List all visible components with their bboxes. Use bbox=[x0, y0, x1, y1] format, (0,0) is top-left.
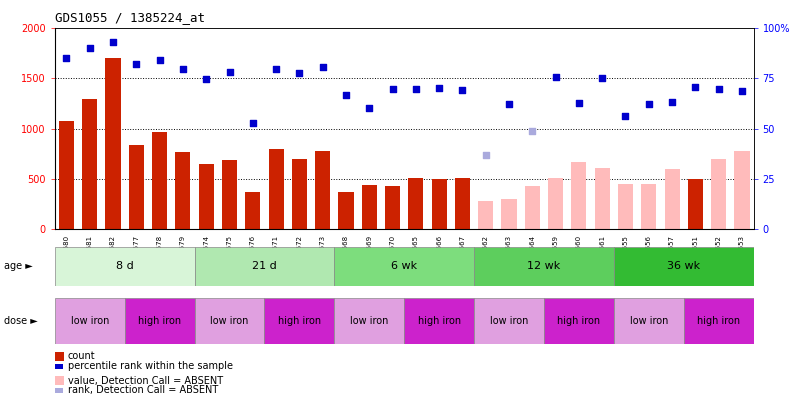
Bar bbox=[595, 168, 610, 229]
Point bbox=[60, 55, 73, 62]
Bar bbox=[152, 132, 167, 229]
Bar bbox=[688, 179, 703, 229]
Bar bbox=[334, 298, 405, 344]
Bar bbox=[614, 298, 683, 344]
Point bbox=[596, 75, 609, 82]
Bar bbox=[734, 151, 750, 229]
Point bbox=[642, 100, 655, 107]
Bar bbox=[339, 192, 354, 229]
Bar bbox=[405, 298, 474, 344]
Bar bbox=[82, 98, 98, 229]
Bar bbox=[431, 179, 447, 229]
Bar bbox=[268, 149, 284, 229]
Text: high iron: high iron bbox=[697, 316, 740, 326]
Text: low iron: low iron bbox=[629, 316, 668, 326]
Text: high iron: high iron bbox=[138, 316, 181, 326]
Text: 8 d: 8 d bbox=[116, 261, 134, 271]
Point bbox=[409, 86, 422, 93]
Point bbox=[480, 151, 492, 158]
Point bbox=[106, 39, 119, 46]
Bar bbox=[292, 159, 307, 229]
Text: 21 d: 21 d bbox=[252, 261, 276, 271]
Bar bbox=[664, 168, 679, 229]
Text: high iron: high iron bbox=[278, 316, 321, 326]
Bar bbox=[614, 247, 754, 286]
Point bbox=[619, 112, 632, 119]
Text: low iron: low iron bbox=[490, 316, 528, 326]
Bar bbox=[129, 145, 144, 229]
Bar bbox=[245, 192, 260, 229]
Text: 36 wk: 36 wk bbox=[667, 261, 700, 271]
Point bbox=[177, 66, 189, 72]
Point bbox=[200, 76, 213, 83]
Text: high iron: high iron bbox=[557, 316, 600, 326]
Point bbox=[130, 61, 143, 68]
Point bbox=[316, 64, 329, 71]
Text: 12 wk: 12 wk bbox=[527, 261, 561, 271]
Text: low iron: low iron bbox=[71, 316, 109, 326]
Bar bbox=[176, 151, 190, 229]
Bar bbox=[409, 178, 423, 229]
Bar bbox=[478, 201, 493, 229]
Point bbox=[270, 66, 283, 72]
Bar bbox=[711, 159, 726, 229]
Point bbox=[339, 91, 352, 98]
Point bbox=[386, 86, 399, 93]
Text: high iron: high iron bbox=[418, 316, 461, 326]
Bar bbox=[194, 247, 334, 286]
Text: GDS1055 / 1385224_at: GDS1055 / 1385224_at bbox=[55, 11, 205, 24]
Point bbox=[503, 100, 516, 107]
Text: low iron: low iron bbox=[210, 316, 249, 326]
Bar bbox=[264, 298, 334, 344]
Bar bbox=[106, 58, 121, 229]
Bar bbox=[315, 151, 330, 229]
Point bbox=[713, 86, 725, 93]
Text: rank, Detection Call = ABSENT: rank, Detection Call = ABSENT bbox=[68, 386, 218, 395]
Bar bbox=[222, 160, 237, 229]
Bar bbox=[455, 178, 470, 229]
Text: percentile rank within the sample: percentile rank within the sample bbox=[68, 361, 233, 371]
Bar bbox=[525, 186, 540, 229]
Text: dose ►: dose ► bbox=[4, 316, 38, 326]
Bar bbox=[618, 184, 633, 229]
Point bbox=[153, 57, 166, 64]
Point bbox=[363, 104, 376, 111]
Point bbox=[433, 85, 446, 92]
Point bbox=[83, 45, 96, 51]
Point bbox=[293, 70, 305, 77]
Bar bbox=[125, 298, 194, 344]
Bar bbox=[474, 298, 544, 344]
Point bbox=[689, 84, 702, 91]
Bar bbox=[194, 298, 264, 344]
Bar bbox=[385, 186, 400, 229]
Point bbox=[666, 98, 679, 105]
Point bbox=[549, 74, 562, 81]
Bar bbox=[198, 164, 214, 229]
Text: 6 wk: 6 wk bbox=[391, 261, 418, 271]
Bar bbox=[683, 298, 754, 344]
Point bbox=[456, 87, 469, 94]
Bar bbox=[501, 199, 517, 229]
Text: count: count bbox=[68, 352, 95, 361]
Point bbox=[223, 69, 236, 76]
Text: age ►: age ► bbox=[4, 261, 33, 271]
Bar bbox=[571, 162, 587, 229]
Bar bbox=[55, 247, 194, 286]
Point bbox=[526, 127, 538, 134]
Point bbox=[247, 119, 260, 126]
Bar bbox=[548, 178, 563, 229]
Bar bbox=[642, 184, 656, 229]
Bar bbox=[362, 185, 377, 229]
Text: low iron: low iron bbox=[350, 316, 388, 326]
Bar bbox=[544, 298, 614, 344]
Point bbox=[572, 99, 585, 106]
Point bbox=[736, 88, 749, 95]
Bar bbox=[334, 247, 474, 286]
Bar bbox=[59, 121, 74, 229]
Bar bbox=[55, 298, 125, 344]
Text: value, Detection Call = ABSENT: value, Detection Call = ABSENT bbox=[68, 376, 222, 386]
Bar bbox=[474, 247, 614, 286]
